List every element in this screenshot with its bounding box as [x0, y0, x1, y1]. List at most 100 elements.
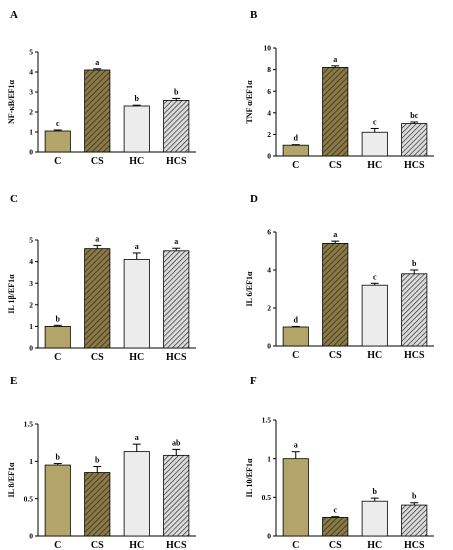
panel-f-bar-hc [361, 500, 388, 537]
panel-e-significance-letter: b [56, 453, 61, 462]
panel-b-bar-c [282, 144, 309, 157]
panel-d-significance-letter: d [294, 315, 299, 324]
panel-a-significance-letter: b [135, 94, 140, 103]
panel-b-bar-hcs [401, 123, 428, 157]
panel-e-significance-letter: b [95, 456, 100, 465]
panel-d-bar-hcs [401, 273, 428, 347]
panel-c-y-tick-label: 0 [29, 344, 33, 353]
panel-a-y-tick-label: 1 [29, 128, 33, 137]
panel-e-category-label: CS [91, 540, 104, 550]
panel-c-y-tick-label: 4 [29, 257, 33, 266]
panel-d-y-tick-label: 4 [267, 266, 271, 275]
panel-b-significance-letter: bc [410, 111, 418, 120]
panel-f-category-label: CS [329, 540, 342, 550]
panel-e-category-label: HC [129, 540, 144, 550]
panel-a-bar-hc [123, 105, 150, 153]
panel-d-category-label: HCS [404, 350, 425, 361]
panel-a-letter: A [10, 9, 18, 21]
panel-f-y-tick-label: 1.5 [262, 416, 272, 425]
panel-d-significance-letter: b [412, 259, 417, 268]
panel-b-y-tick-label: 4 [267, 108, 271, 117]
panel-a-y-tick-label: 4 [29, 68, 33, 77]
panel-b-y-tick-label: 8 [267, 65, 271, 74]
panel-a-significance-letter: c [56, 119, 60, 128]
panel-b-category-label: CS [329, 160, 342, 171]
panel-d-y-tick-label: 2 [267, 304, 271, 313]
panel-a-y-tick-label: 0 [29, 148, 33, 157]
panel-b-bar-cs [322, 67, 349, 157]
panel-f-significance-letter: b [412, 492, 417, 501]
panel-a-category-label: HCS [166, 156, 187, 167]
panel-f-category-label: HCS [404, 540, 425, 550]
panel-a-y-tick-label: 3 [29, 88, 33, 97]
panel-e-letter: E [10, 375, 17, 387]
panel-b-category-label: HCS [404, 160, 425, 171]
panel-b-y-axis-label: TNF α/EF1α [245, 80, 254, 124]
panel-d-y-tick-label: 6 [267, 228, 271, 237]
panel-f-y-tick-label: 1 [267, 454, 271, 463]
panel-f-bar-c [282, 458, 309, 537]
panel-b-y-tick-label: 2 [267, 130, 271, 139]
panel-a-significance-letter: b [174, 87, 179, 96]
panel-f-bar-hcs [401, 504, 428, 537]
panel-a-y-tick-label: 5 [29, 48, 33, 57]
panel-c-bar-cs [84, 248, 111, 349]
panel-c-bar-hcs [163, 250, 190, 349]
panel-f-bar-cs [322, 517, 349, 537]
panel-c-y-tick-label: 5 [29, 236, 33, 245]
panel-e-bar-c [44, 464, 71, 537]
panel-b-y-tick-label: 10 [264, 44, 272, 53]
panel-e-y-tick-label: 0.5 [24, 494, 34, 503]
panel-f-significance-letter: a [294, 441, 298, 450]
panel-d-bar-c [282, 326, 309, 347]
panel-d-y-tick-label: 0 [267, 342, 271, 351]
panel-a-bar-hcs [163, 100, 190, 153]
panel-c-letter: C [10, 193, 18, 205]
panel-c-y-axis-label: IL 1β/EF1α [7, 274, 16, 314]
panel-f-category-label: HC [367, 540, 382, 550]
panel-d-bar-hc [361, 284, 388, 347]
panel-c-category-label: HC [129, 352, 144, 363]
panel-a-category-label: HC [129, 156, 144, 167]
panel-e-category-label: HCS [166, 540, 187, 550]
panel-b-significance-letter: d [294, 134, 299, 143]
panel-f-y-tick-label: 0 [267, 532, 271, 541]
panel-a-category-label: CS [91, 156, 104, 167]
panel-c-bar-c [44, 325, 71, 349]
panel-a-bar-c [44, 130, 71, 153]
panel-f-category-label: C [292, 540, 299, 550]
panel-d-significance-letter: a [333, 230, 337, 239]
panel-c-significance-letter: b [56, 314, 61, 323]
panel-e-bar-hcs [163, 454, 190, 537]
panel-d-category-label: C [292, 350, 299, 361]
panel-a-significance-letter: a [95, 58, 99, 67]
panel-c-significance-letter: a [95, 234, 99, 243]
panel-c-significance-letter: a [135, 242, 139, 251]
panel-f-y-axis-label: IL 10/EF1α [245, 458, 254, 497]
panel-c-y-tick-label: 1 [29, 322, 33, 331]
panel-b-category-label: C [292, 160, 299, 171]
panel-d-category-label: HC [367, 350, 382, 361]
panel-d-letter: D [250, 193, 258, 205]
panel-e-y-tick-label: 1 [29, 457, 33, 466]
panel-a-y-tick-label: 2 [29, 108, 33, 117]
panel-d-category-label: CS [329, 350, 342, 361]
panel-c-category-label: HCS [166, 352, 187, 363]
panel-e-category-label: C [54, 540, 61, 550]
panel-a-y-axis-label: NF-κB/EF1α [7, 79, 16, 124]
panel-f-y-tick-label: 0.5 [262, 493, 272, 502]
panel-a-category-label: C [54, 156, 61, 167]
panel-b-y-tick-label: 6 [267, 87, 271, 96]
panel-c-y-tick-label: 2 [29, 300, 33, 309]
panel-a-bar-cs [84, 69, 111, 153]
panel-b-y-tick-label: 0 [267, 152, 271, 161]
panel-b-letter: B [250, 9, 258, 21]
panel-b-significance-letter: c [373, 117, 377, 126]
panel-b-bar-hc [361, 131, 388, 157]
panel-c-category-label: C [54, 352, 61, 363]
panel-b-significance-letter: a [333, 55, 337, 64]
panel-c-y-tick-label: 3 [29, 279, 33, 288]
panel-c-bar-hc [123, 259, 150, 349]
panel-c-category-label: CS [91, 352, 104, 363]
